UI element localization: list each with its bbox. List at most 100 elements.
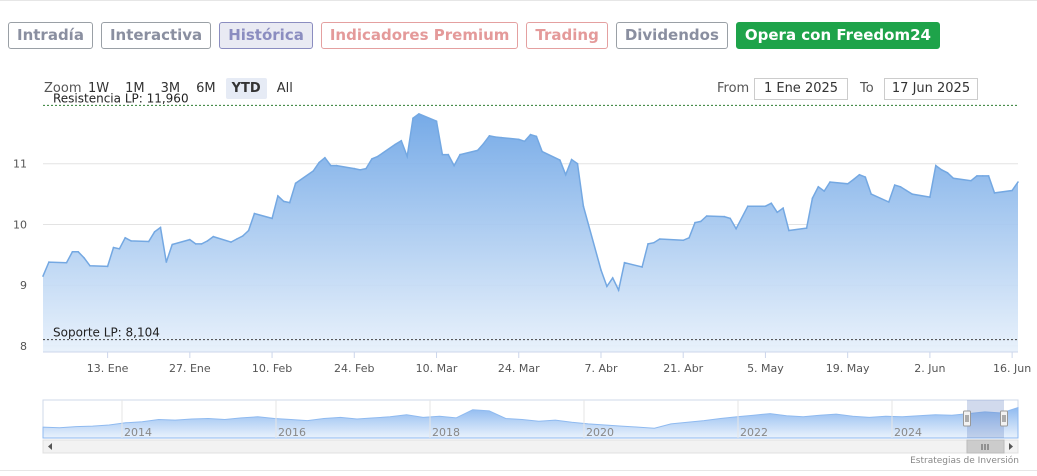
data-point bbox=[899, 186, 902, 188]
data-point bbox=[946, 172, 949, 174]
tab-opera-con-freedom24[interactable]: Opera con Freedom24 bbox=[735, 22, 940, 49]
tab-trading[interactable]: Trading bbox=[526, 22, 608, 49]
data-point bbox=[453, 164, 455, 167]
data-point bbox=[870, 193, 872, 195]
data-point bbox=[294, 182, 297, 184]
data-point bbox=[559, 159, 561, 161]
y-tick-label: 11 bbox=[13, 158, 27, 171]
data-point bbox=[283, 200, 285, 203]
navigator-year-label: 2018 bbox=[432, 426, 460, 439]
x-tick-label: 5. May bbox=[747, 362, 784, 375]
to-date-input[interactable]: 17 Jun 2025 bbox=[884, 78, 978, 100]
data-point bbox=[171, 243, 173, 246]
from-date-input[interactable]: 1 Ene 2025 bbox=[754, 78, 848, 100]
data-point bbox=[993, 192, 996, 194]
data-point bbox=[435, 120, 438, 122]
data-point bbox=[165, 261, 168, 263]
data-point bbox=[829, 181, 831, 183]
x-tick-label: 2. Jun bbox=[914, 362, 945, 375]
data-point bbox=[377, 155, 379, 158]
zoom-6m-button[interactable]: 6M bbox=[196, 81, 216, 96]
data-point bbox=[935, 164, 937, 167]
data-point bbox=[153, 231, 156, 233]
data-point bbox=[206, 240, 209, 242]
data-point bbox=[147, 240, 150, 243]
x-tick-label: 10. Mar bbox=[416, 362, 458, 375]
data-point bbox=[89, 265, 91, 267]
zoom-1m-button[interactable]: 1M bbox=[125, 81, 145, 96]
navigator-year-label: 2024 bbox=[894, 426, 922, 439]
data-point bbox=[911, 193, 914, 195]
data-point bbox=[412, 117, 414, 119]
navigator-year-label: 2014 bbox=[124, 426, 152, 439]
data-point bbox=[42, 275, 44, 277]
data-point bbox=[394, 143, 397, 146]
data-point bbox=[782, 207, 784, 209]
data-point bbox=[112, 246, 115, 249]
data-point bbox=[1017, 181, 1019, 183]
tab-interactiva[interactable]: Interactiva bbox=[100, 22, 212, 49]
data-point bbox=[611, 277, 614, 279]
data-point bbox=[776, 211, 778, 214]
data-point bbox=[811, 197, 814, 200]
data-point bbox=[194, 243, 197, 245]
data-point bbox=[864, 176, 867, 178]
data-point bbox=[418, 113, 420, 115]
data-point bbox=[365, 167, 367, 170]
data-point bbox=[770, 202, 773, 204]
x-tick-label: 10. Feb bbox=[252, 362, 292, 375]
data-point bbox=[124, 237, 126, 239]
data-point bbox=[200, 243, 203, 245]
zoom-all-button[interactable]: All bbox=[276, 81, 293, 96]
y-tick-label: 8 bbox=[20, 340, 27, 353]
data-point bbox=[441, 153, 444, 156]
tab-historica[interactable]: Histórica bbox=[219, 22, 313, 49]
data-point bbox=[241, 235, 244, 237]
data-point bbox=[858, 173, 861, 176]
navigator-left-handle[interactable] bbox=[963, 410, 971, 427]
navigator-selection[interactable] bbox=[967, 400, 1004, 438]
data-point bbox=[324, 156, 326, 159]
x-tick-label: 27. Ene bbox=[169, 362, 211, 375]
x-tick-label: 7. Abr bbox=[584, 362, 617, 375]
tab-intradia[interactable]: Intradía bbox=[8, 22, 93, 49]
data-point bbox=[400, 139, 403, 142]
navigator-year-label: 2022 bbox=[740, 426, 768, 439]
data-point bbox=[330, 164, 332, 167]
data-point bbox=[447, 153, 450, 156]
data-point bbox=[570, 158, 573, 161]
data-point bbox=[764, 205, 767, 207]
zoom-label: Zoom bbox=[44, 81, 82, 96]
data-point bbox=[846, 183, 849, 185]
price-area bbox=[43, 113, 1018, 353]
data-point bbox=[476, 149, 479, 152]
data-point bbox=[817, 186, 820, 188]
tab-dividendos[interactable]: Dividendos bbox=[615, 22, 728, 49]
tab-indicadores-premium[interactable]: Indicadores Premium bbox=[320, 22, 519, 49]
data-point bbox=[494, 136, 497, 138]
navigator-right-handle[interactable] bbox=[1000, 410, 1008, 427]
navigator-area bbox=[42, 406, 1019, 439]
data-point bbox=[459, 153, 461, 156]
data-point bbox=[189, 238, 191, 241]
data-point bbox=[118, 248, 121, 250]
zoom-3m-button[interactable]: 3M bbox=[160, 81, 181, 96]
data-point bbox=[65, 261, 68, 264]
data-point bbox=[888, 201, 890, 203]
data-point bbox=[982, 175, 984, 177]
data-point bbox=[212, 235, 215, 238]
data-point bbox=[970, 179, 972, 182]
data-point bbox=[623, 261, 626, 264]
scrollbar-track[interactable] bbox=[42, 439, 1019, 454]
zoom-ytd-button[interactable]: YTD bbox=[225, 78, 267, 99]
data-point bbox=[48, 261, 50, 263]
x-tick-label: 24. Mar bbox=[498, 362, 540, 375]
data-point bbox=[529, 133, 532, 136]
zoom-1w-button[interactable]: 1W bbox=[88, 81, 110, 96]
scroll-left-arrow-icon[interactable] bbox=[48, 443, 52, 450]
data-point bbox=[523, 140, 526, 143]
data-point bbox=[482, 142, 485, 145]
data-point bbox=[359, 169, 362, 171]
data-point bbox=[277, 195, 279, 197]
scroll-right-arrow-icon[interactable] bbox=[1009, 443, 1013, 450]
